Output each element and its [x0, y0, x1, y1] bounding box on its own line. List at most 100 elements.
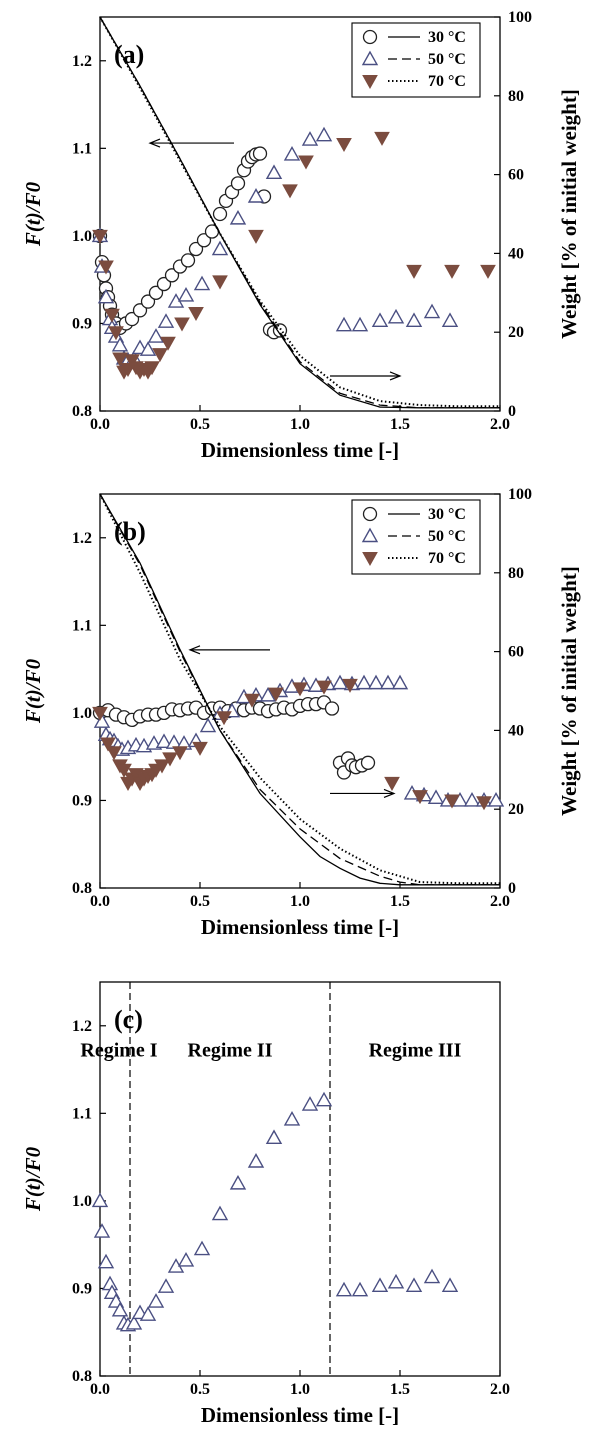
data-point	[351, 1281, 369, 1297]
data-point	[374, 131, 390, 146]
y-tick-label: 0.9	[72, 315, 92, 332]
y-right-tick-label: 100	[508, 486, 532, 503]
data-point	[91, 1192, 109, 1208]
y-right-tick-label: 40	[508, 722, 524, 739]
data-point	[199, 717, 217, 733]
y-tick-label: 1.1	[72, 140, 92, 157]
y-right-axis-label: Weight [% of initial weight]	[557, 89, 581, 339]
legend-label: 70 °C	[428, 550, 466, 567]
data-point	[108, 326, 124, 341]
y-right-tick-label: 0	[508, 880, 516, 897]
data-point	[112, 352, 128, 367]
data-point	[160, 336, 176, 351]
weight-curve	[99, 493, 500, 886]
data-point	[92, 706, 108, 721]
data-point	[101, 1275, 119, 1291]
y-axis-label: F(t)/F0	[21, 658, 45, 724]
data-point	[211, 240, 229, 256]
y-tick-label: 1.2	[72, 1018, 92, 1035]
x-tick-label: 2.0	[490, 1381, 510, 1398]
data-point	[180, 253, 196, 268]
data-point	[97, 1253, 115, 1269]
data-point	[405, 312, 423, 328]
data-point	[351, 316, 369, 332]
data-point	[139, 341, 157, 356]
x-tick-label: 0.0	[90, 416, 110, 433]
data-point	[283, 146, 301, 161]
x-tick-label: 1.5	[390, 893, 410, 910]
data-point	[97, 288, 115, 304]
data-point	[196, 233, 212, 248]
x-tick-label: 1.5	[390, 1381, 410, 1398]
data-point	[106, 746, 122, 761]
y-axis-label: F(t)/F0	[21, 181, 45, 247]
legend-label: 30 °C	[428, 29, 466, 46]
panel-label: (c)	[114, 1005, 143, 1034]
data-point	[405, 1277, 423, 1293]
data-point	[162, 752, 178, 767]
arrow-head	[148, 138, 161, 148]
data-point	[144, 361, 160, 376]
data-point	[124, 354, 140, 369]
regime-label: Regime III	[369, 1039, 462, 1061]
data-point	[188, 306, 204, 321]
y-tick-label: 0.9	[72, 1280, 92, 1297]
data-point	[188, 241, 204, 257]
weight-curve	[99, 16, 500, 409]
y-tick-label: 0.8	[72, 1368, 92, 1385]
data-point	[367, 674, 385, 690]
legend: 30 °C 50 °C 70 °C	[351, 499, 481, 575]
x-tick-label: 1.0	[290, 1381, 310, 1398]
data-point	[444, 264, 460, 279]
data-point	[104, 308, 120, 323]
data-point	[301, 131, 319, 146]
data-point	[441, 312, 459, 328]
series	[99, 493, 500, 886]
data-point	[212, 206, 228, 222]
panel-1: 0.0 0.5 1.0 1.5 2.0 0.8 0.9 1.0 1.1 1.2 0 20 40 60 80 1…	[21, 9, 581, 462]
data-point	[259, 686, 277, 702]
y-tick-label: 1.1	[72, 1105, 92, 1122]
y-tick-label: 0.8	[72, 880, 92, 897]
x-tick-label: 0.5	[190, 416, 210, 433]
arrow-head	[389, 371, 402, 381]
y-right-tick-label: 80	[508, 88, 524, 105]
data-point	[298, 155, 314, 170]
legend: 30 °C 50 °C 70 °C	[351, 22, 481, 98]
data-point	[331, 674, 349, 690]
x-tick-label: 1.5	[390, 416, 410, 433]
y-tick-label: 1.1	[72, 617, 92, 634]
data-point	[157, 1278, 175, 1293]
data-point	[124, 311, 140, 327]
data-point	[292, 682, 308, 697]
legend-marker	[362, 552, 378, 567]
data-point	[379, 674, 397, 690]
data-point	[148, 285, 164, 300]
y-tick-label: 1.0	[72, 228, 92, 245]
data-point	[116, 763, 132, 778]
data-point	[476, 796, 492, 811]
data-point	[355, 674, 373, 690]
data-point	[336, 137, 352, 152]
data-point	[427, 789, 445, 805]
data-point	[315, 1091, 333, 1107]
data-point	[324, 701, 340, 716]
data-point	[156, 276, 172, 292]
data-point	[487, 792, 505, 807]
x-tick-label: 0.5	[190, 893, 210, 910]
data-point	[244, 693, 260, 708]
data-point	[229, 1174, 247, 1190]
data-point	[157, 313, 175, 328]
x-tick-label: 0.5	[190, 1381, 210, 1398]
legend-label: 30 °C	[428, 506, 466, 523]
data-point	[265, 1129, 283, 1145]
series	[99, 16, 500, 409]
data-point	[247, 1153, 265, 1168]
data-point	[154, 759, 170, 774]
data-point	[247, 188, 265, 203]
data-point	[444, 794, 460, 809]
data-point	[212, 275, 228, 290]
data-point	[155, 733, 173, 748]
x-tick-label: 0.0	[90, 1381, 110, 1398]
